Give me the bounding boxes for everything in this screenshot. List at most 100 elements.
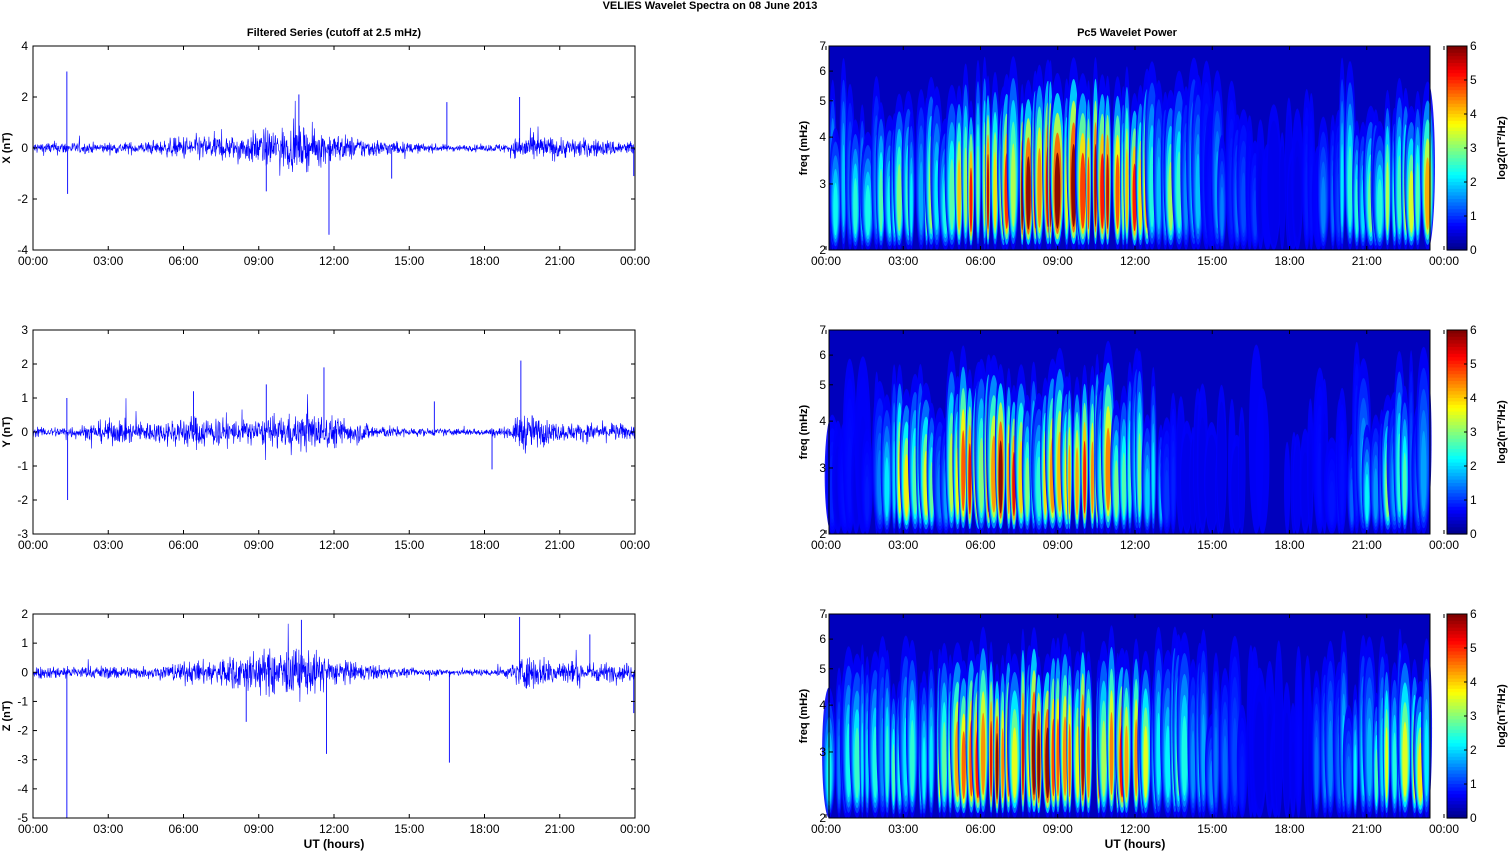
x-tick-label: 21:00 — [545, 254, 575, 268]
colorbar-step — [1447, 124, 1467, 129]
plot-frame — [828, 45, 1431, 251]
colorbar-step — [1447, 202, 1467, 207]
colorbar-step — [1447, 654, 1467, 659]
colorbar-step — [1447, 620, 1467, 625]
x-tick-label: 21:00 — [1352, 822, 1382, 836]
colorbar-step — [1447, 459, 1467, 464]
colorbar-step — [1447, 222, 1467, 227]
colorbar-step — [1447, 175, 1467, 180]
power-blob — [853, 178, 858, 235]
colorbar-step — [1447, 195, 1467, 200]
colorbar-step — [1447, 773, 1467, 778]
power-blob — [1309, 459, 1312, 518]
colorbar-step — [1447, 702, 1467, 707]
colorbar-tick-label: 5 — [1470, 641, 1477, 655]
colorbar-step — [1447, 425, 1467, 430]
colorbar-tick-label: 6 — [1470, 39, 1477, 53]
colorbar-step — [1447, 733, 1467, 737]
colorbar-step — [1447, 377, 1467, 382]
power-blob — [1165, 725, 1171, 798]
power-blob — [957, 159, 961, 231]
y-axis-label: freq (mHz) — [798, 688, 810, 743]
colorbar-step — [1447, 767, 1467, 771]
colorbar-step — [1447, 506, 1467, 511]
y-tick-label: -3 — [17, 527, 28, 541]
colorbar-step — [1447, 226, 1467, 231]
colorbar-step — [1447, 66, 1467, 71]
power-blob — [1105, 427, 1111, 511]
power-blob — [1068, 723, 1071, 798]
power-blob — [993, 152, 997, 229]
colorbar-label: log2(nT²/Hz) — [1496, 684, 1508, 748]
colorbar-step — [1447, 814, 1467, 819]
colorbar: 6 5 4 3 2 1 0 log2(nT²/Hz) — [1446, 607, 1508, 825]
x-tick-label: 15:00 — [394, 254, 424, 268]
x-tick-label: 21:00 — [1352, 254, 1382, 268]
power-blob — [1217, 401, 1226, 530]
colorbar-step — [1447, 634, 1467, 639]
x-tick-label: 00:00 — [1429, 254, 1459, 268]
power-blob — [1001, 728, 1004, 799]
power-blob — [1012, 727, 1018, 799]
colorbar-step — [1447, 428, 1467, 433]
power-blob — [1137, 432, 1142, 512]
colorbar-step — [1447, 367, 1467, 372]
power-blob — [1181, 433, 1193, 531]
power-blob — [1232, 717, 1238, 797]
colorbar-step — [1447, 330, 1467, 334]
colorbar-step — [1447, 347, 1467, 351]
power-blob — [1254, 701, 1265, 809]
colorbar-step — [1447, 763, 1467, 768]
colorbar-step — [1447, 753, 1467, 758]
colorbar-step — [1447, 479, 1467, 484]
y-tick-label: 2 — [819, 527, 826, 541]
colorbar-tick-label: 6 — [1470, 323, 1477, 337]
colorbar-step — [1447, 513, 1467, 518]
colorbar-step — [1447, 675, 1467, 680]
series-line — [32, 623, 636, 702]
x-tick-label: 21:00 — [545, 822, 575, 836]
power-blob — [879, 168, 883, 233]
power-blob — [865, 184, 871, 236]
colorbar-step — [1447, 648, 1467, 652]
power-blob — [1420, 431, 1427, 512]
power-blob — [981, 712, 986, 796]
colorbar-step — [1447, 80, 1467, 84]
colorbar-step — [1447, 209, 1467, 214]
colorbar-step — [1447, 185, 1467, 190]
x-tick-label: 09:00 — [1043, 822, 1073, 836]
colorbar-step — [1447, 178, 1467, 183]
y-tick-label: 3 — [21, 323, 28, 337]
power-blob — [1100, 153, 1105, 229]
colorbar-step — [1447, 466, 1467, 470]
colorbar-step — [1447, 93, 1467, 98]
colorbar-step — [1447, 243, 1467, 248]
x-tick-label: 03:00 — [888, 254, 918, 268]
colorbar-step — [1447, 726, 1467, 731]
power-blob — [1068, 444, 1071, 515]
colorbar-step — [1447, 483, 1467, 487]
power-blob — [1329, 480, 1335, 523]
power-blob — [969, 167, 973, 233]
power-blob — [1114, 460, 1119, 518]
power-blob — [1010, 143, 1016, 227]
colorbar-step — [1447, 462, 1467, 467]
colorbar-step — [1447, 151, 1467, 156]
colorbar-step — [1447, 415, 1467, 419]
power-blob — [995, 733, 999, 800]
colorbar-step — [1447, 739, 1467, 744]
colorbar-tick-label: 2 — [1470, 175, 1477, 189]
y-tick-label: -3 — [17, 753, 28, 767]
colorbar-step — [1447, 520, 1467, 525]
x-tick-label: 00:00 — [18, 254, 48, 268]
colorbar-step — [1447, 729, 1467, 734]
x-tick-label: 00:00 — [620, 254, 650, 268]
y-tick-label: -2 — [17, 192, 28, 206]
colorbar-step — [1447, 370, 1467, 375]
colorbar-step — [1447, 797, 1467, 802]
colorbar-step — [1447, 192, 1467, 197]
y-tick-label: 7 — [819, 39, 826, 53]
x-tick-label: 03:00 — [93, 822, 123, 836]
x-tick-label: 06:00 — [168, 822, 198, 836]
x-tick-label: 12:00 — [1120, 538, 1150, 552]
